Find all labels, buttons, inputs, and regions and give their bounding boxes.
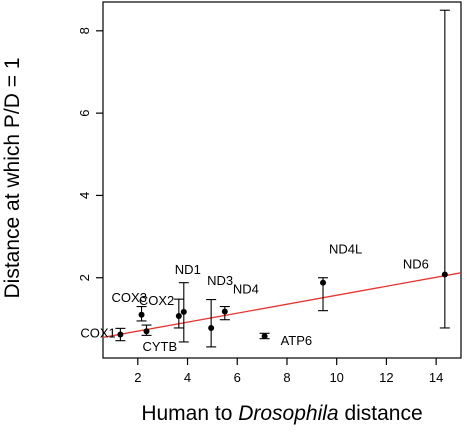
data-point-nd3	[208, 324, 215, 331]
x-tick-label: 4	[184, 370, 191, 385]
y-tick-label: 6	[77, 110, 92, 117]
point-label-cox2: COX2	[139, 293, 174, 308]
x-tick-label: 14	[429, 370, 443, 385]
point-label-cytb: CYTB	[143, 339, 178, 354]
data-point-nd4	[221, 308, 228, 315]
y-tick-label: 4	[77, 192, 92, 199]
y-tick-label: 2	[77, 274, 92, 281]
data-point-nd1	[180, 308, 187, 315]
x-tick-label: 12	[379, 370, 393, 385]
x-tick-label: 6	[234, 370, 241, 385]
x-tick-label: 10	[329, 370, 343, 385]
data-point-atp6	[261, 333, 268, 340]
data-point-nd6	[441, 271, 448, 278]
data-point-nd4l	[320, 279, 327, 286]
regression-line	[102, 272, 462, 339]
x-tick-label: 8	[283, 370, 290, 385]
y-tick-label: 8	[77, 27, 92, 34]
data-point-cox2	[175, 313, 182, 320]
point-label-nd3: ND3	[207, 273, 233, 288]
y-axis-title: Distance at which P/D = 1	[1, 57, 24, 298]
data-point-cox1	[117, 331, 124, 338]
point-label-atp6: ATP6	[281, 333, 313, 348]
point-label-nd4: ND4	[233, 281, 259, 296]
plot-frame	[102, 1, 462, 359]
data-point-cytb	[143, 328, 150, 335]
x-axis-title: Human to Drosophila distance	[141, 402, 422, 425]
point-label-nd6: ND6	[403, 256, 429, 271]
point-label-cox3: COX3	[112, 290, 147, 305]
point-label-nd4l: ND4L	[329, 242, 362, 257]
point-label-nd1: ND1	[175, 262, 201, 277]
x-tick-label: 2	[134, 370, 141, 385]
point-label-cox1: COX1	[80, 326, 115, 341]
data-point-cox3	[138, 311, 145, 318]
